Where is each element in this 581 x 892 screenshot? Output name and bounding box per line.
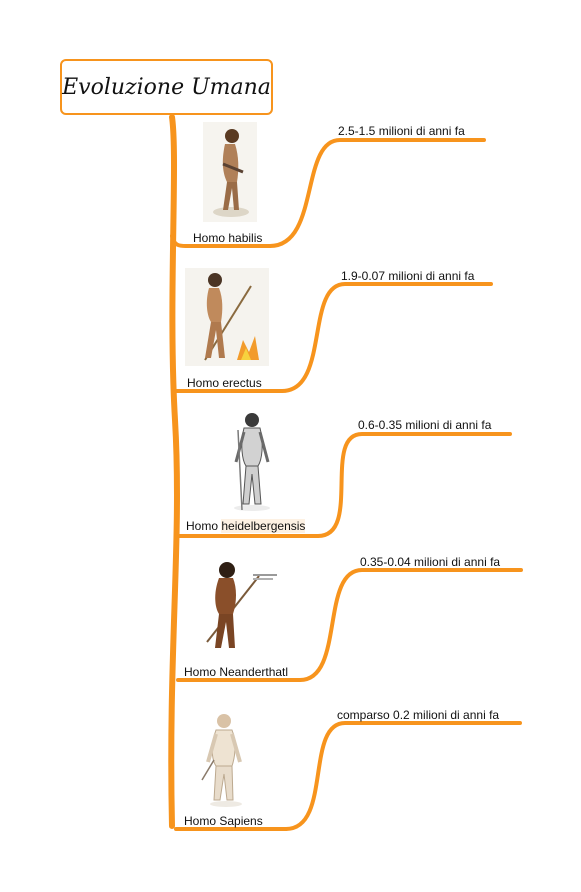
date-homo-erectus: 1.9-0.07 milioni di anni fa bbox=[341, 269, 475, 283]
date-homo-heidelbergensis: 0.6-0.35 milioni di anni fa bbox=[358, 418, 492, 432]
date-homo-neanderthal: 0.35-0.04 milioni di anni fa bbox=[360, 555, 501, 569]
highlighted-word: heidelbergensis bbox=[221, 519, 306, 533]
curve-erectus bbox=[280, 282, 493, 393]
node-homo-heidelbergensis[interactable]: Homo heidelbergensis bbox=[186, 519, 306, 533]
curve-sapiens bbox=[284, 721, 522, 831]
central-topic[interactable]: Evoluzione Umana bbox=[60, 59, 273, 115]
node-name-prefix: Homo bbox=[186, 519, 222, 533]
node-homo-sapiens[interactable]: Homo Sapiens bbox=[184, 814, 263, 828]
date-homo-sapiens: comparso 0.2 milioni di anni fa bbox=[337, 708, 500, 722]
node-homo-habilis[interactable]: Homo habilis bbox=[193, 231, 263, 245]
map-title: Evoluzione Umana bbox=[62, 74, 271, 100]
curve-neanderthal bbox=[298, 568, 523, 682]
curve-heidelbergensis bbox=[316, 432, 512, 538]
homo-sapiens-figure-icon bbox=[198, 710, 254, 808]
node-homo-neanderthal[interactable]: Homo Neanderthatl bbox=[184, 665, 289, 679]
node-homo-erectus[interactable]: Homo erectus bbox=[187, 376, 262, 390]
main-trunk bbox=[168, 114, 180, 829]
homo-neanderthal-figure-icon bbox=[203, 558, 279, 652]
homo-habilis-figure-icon bbox=[203, 122, 257, 222]
curve-habilis bbox=[268, 138, 486, 248]
homo-erectus-figure-with-fire-icon bbox=[185, 268, 269, 366]
homo-heidelbergensis-sketch-icon bbox=[228, 410, 276, 512]
date-homo-habilis: 2.5-1.5 milioni di anni fa bbox=[338, 124, 465, 138]
